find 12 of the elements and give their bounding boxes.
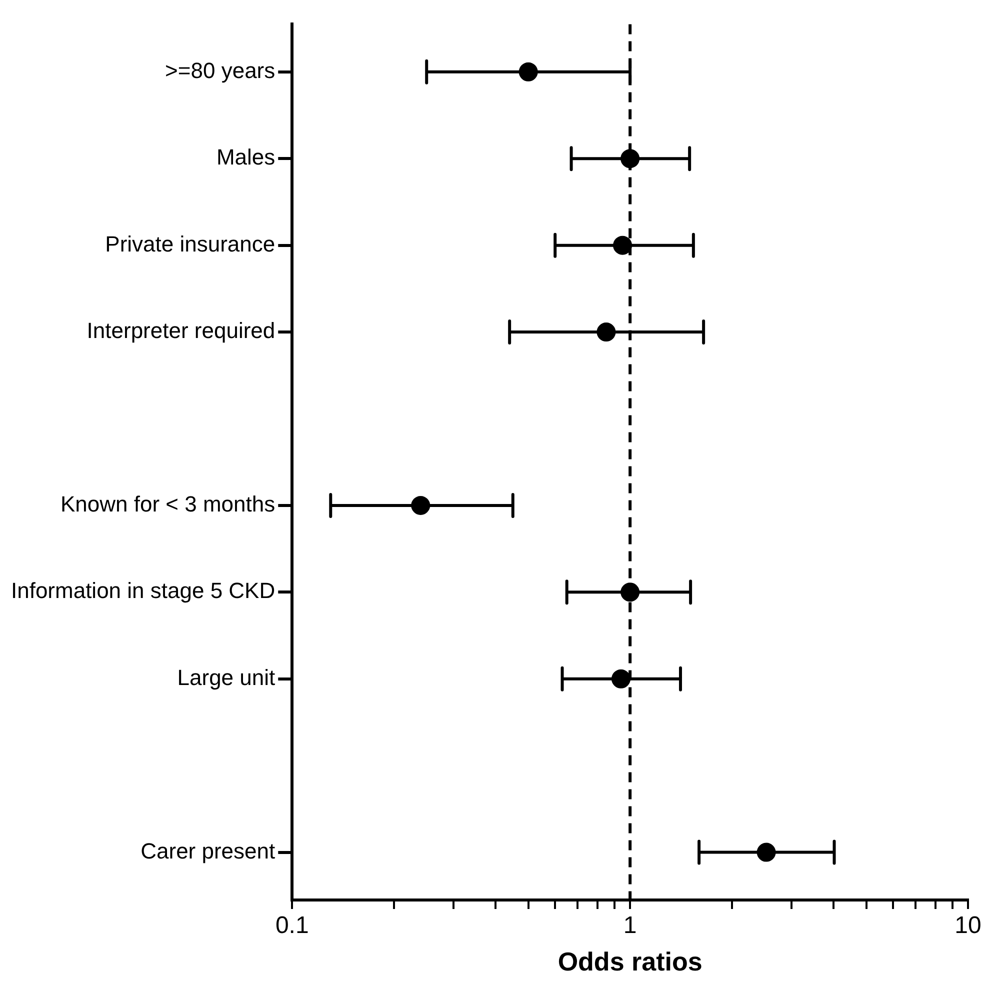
- y-tick-label: >=80 years: [165, 58, 276, 83]
- x-axis-title: Odds ratios: [558, 946, 702, 977]
- x-tick-label: 10: [954, 912, 982, 940]
- y-tick-label: Known for < 3 months: [60, 492, 276, 517]
- y-tick-label: Males: [216, 144, 276, 170]
- x-tick-label: 0.1: [275, 912, 309, 940]
- y-tick-label: Carer present: [140, 838, 276, 864]
- y-tick-label: Private insurance: [105, 231, 276, 256]
- x-tick-label: 1: [623, 912, 637, 940]
- y-tick-label: Interpreter required: [86, 318, 276, 344]
- y-tick-label: Large unit: [177, 664, 276, 690]
- y-tick-label: Information in stage 5 CKD: [10, 578, 276, 604]
